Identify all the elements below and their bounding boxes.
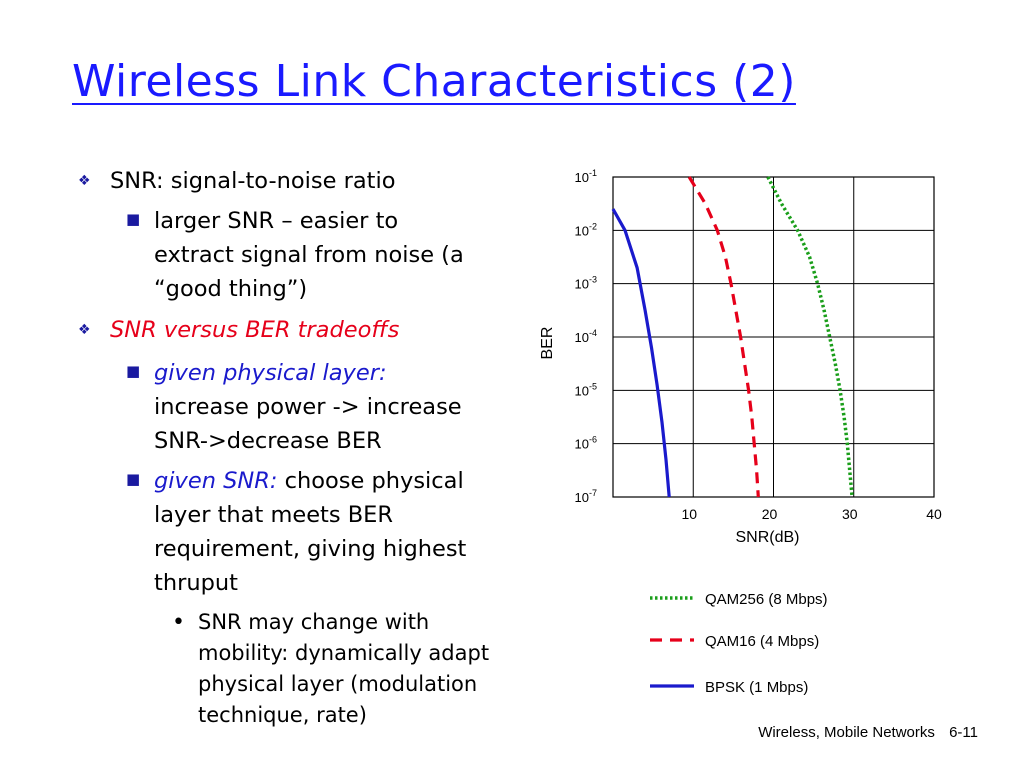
dot-bullet-icon: • <box>172 610 185 635</box>
footer-course: Wireless, Mobile Networks <box>758 724 935 741</box>
bullet-line: layer that meets BER <box>154 502 394 528</box>
y-tick-label: 10-4 <box>575 328 597 345</box>
bullet-line: given SNR: choose physical <box>154 464 466 498</box>
x-tick-label: 20 <box>762 506 778 522</box>
sub-sub-bullet-mobility: • SNR may change with mobility: dynamica… <box>172 607 490 731</box>
bullet-line: requirement, giving highest <box>154 536 467 562</box>
sub-bullet-given-snr: ■ given SNR: choose physical layer that … <box>126 464 467 600</box>
bullet-emphasis: given SNR: <box>154 468 278 494</box>
x-tick-label: 30 <box>842 506 858 522</box>
legend-label: QAM256 (8 Mbps) <box>705 591 828 608</box>
footer: Wireless, Mobile Networks 6-11 <box>758 724 978 741</box>
bullet-snr: ❖ SNR: signal-to-noise ratio <box>78 164 396 198</box>
bullet-emphasis: given physical layer: <box>154 360 387 386</box>
slide-title: Wireless Link Characteristics (2) <box>72 56 796 107</box>
diamond-bullet-icon: ❖ <box>78 173 91 189</box>
series-line-1 <box>766 176 854 498</box>
sub-bullet-given-physical-layer: ■ given physical layer: increase power -… <box>126 356 462 458</box>
series-line-3 <box>611 208 671 498</box>
y-tick-label: 10-2 <box>575 221 597 238</box>
square-bullet-icon: ■ <box>126 210 141 228</box>
square-bullet-icon: ■ <box>126 470 141 488</box>
x-axis-label: SNR(dB) <box>735 529 799 546</box>
bullet-line: thruput <box>154 570 238 596</box>
bullet-line: SNR may change with <box>198 610 430 634</box>
footer-page-number: 6-11 <box>949 724 978 741</box>
x-tick-label: 10 <box>681 506 697 522</box>
y-tick-label: 10-5 <box>575 381 597 398</box>
bullet-tradeoffs: ❖ SNR versus BER tradeoffs <box>78 313 400 347</box>
bullet-line: technique, rate) <box>198 703 367 727</box>
diamond-bullet-icon: ❖ <box>78 322 91 338</box>
y-tick-label: 10-1 <box>575 168 597 185</box>
square-bullet-icon: ■ <box>126 362 141 380</box>
legend-label: BPSK (1 Mbps) <box>705 679 808 696</box>
y-tick-label: 10-7 <box>575 488 597 505</box>
x-tick-label: 40 <box>926 506 942 522</box>
bullet-text: SNR: signal-to-noise ratio <box>110 168 396 194</box>
y-axis-label: BER <box>539 327 556 360</box>
y-tick-label: 10-3 <box>575 275 597 292</box>
bullet-line: physical layer (modulation <box>198 672 478 696</box>
bullet-line: SNR->decrease BER <box>154 428 382 454</box>
bullet-line: increase power -> increase <box>154 394 462 420</box>
sub-bullet-larger-snr: ■ larger SNR – easier to extract signal … <box>126 204 464 306</box>
bullet-line: larger SNR – easier to <box>154 208 399 234</box>
y-tick-label: 10-6 <box>575 435 597 452</box>
bullet-line: extract signal from noise (a <box>154 242 464 268</box>
bullet-line: “good thing”) <box>154 276 308 302</box>
bullet-text-emphasis: SNR versus BER tradeoffs <box>110 317 400 343</box>
series-line-2 <box>687 176 760 498</box>
bullet-text: choose physical <box>284 468 464 494</box>
bullet-line: mobility: dynamically adapt <box>198 641 490 665</box>
legend-label: QAM16 (4 Mbps) <box>705 633 819 650</box>
